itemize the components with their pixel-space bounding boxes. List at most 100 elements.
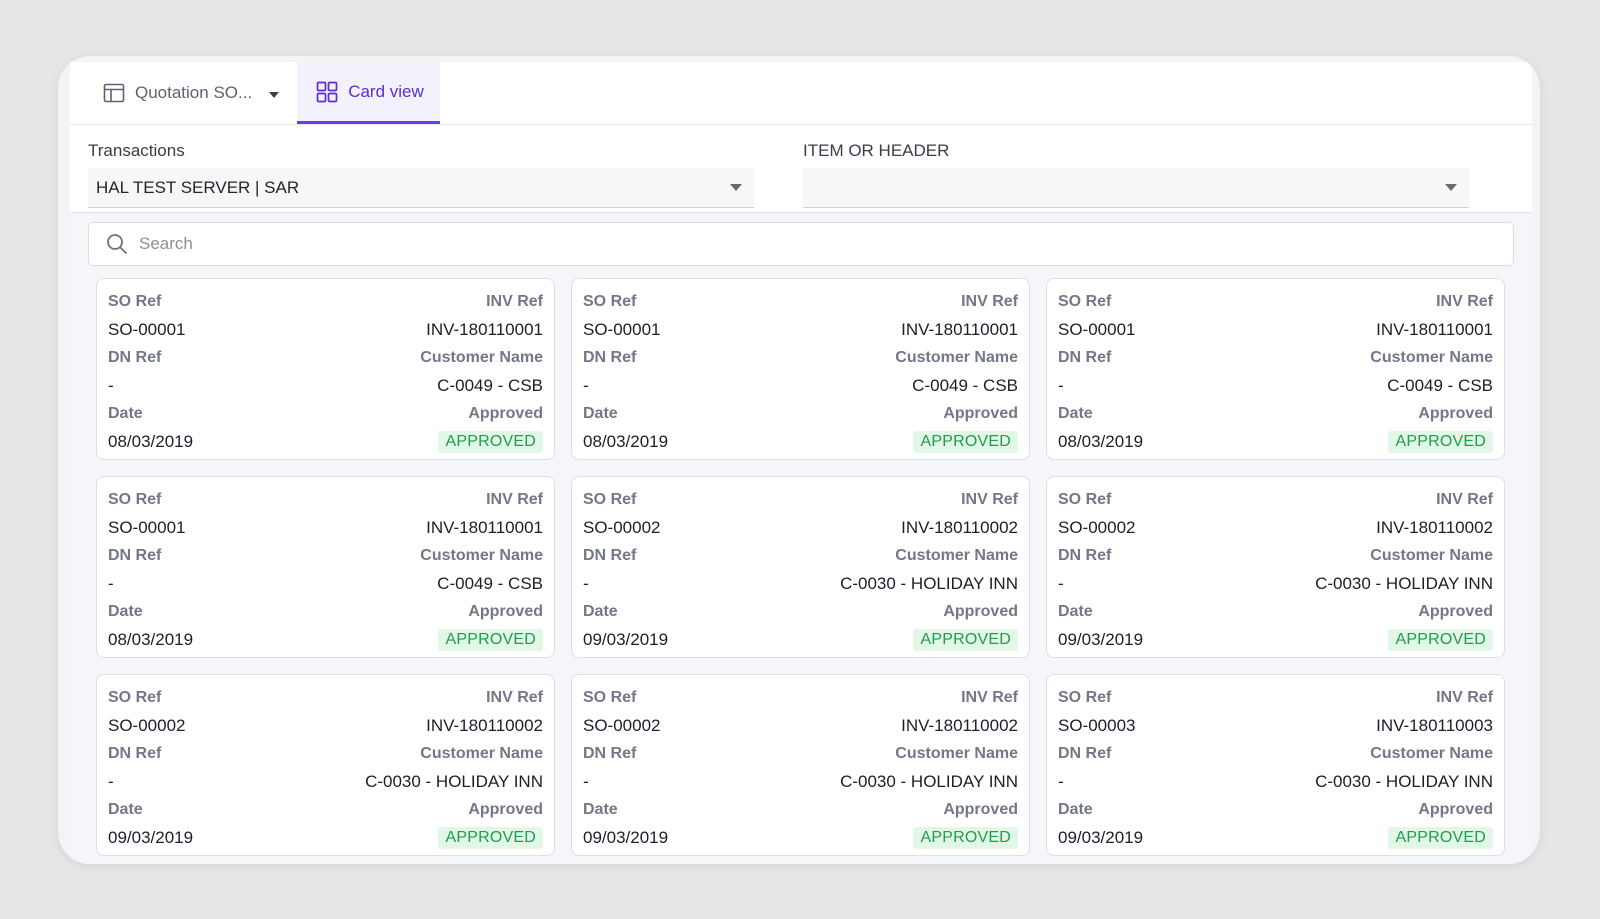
customer-name-label: Customer Name	[1370, 348, 1493, 366]
customer-name-label: Customer Name	[1370, 744, 1493, 762]
so-ref-value: SO-00001	[108, 319, 186, 339]
dn-ref-value: -	[583, 573, 589, 593]
inv-ref-value: INV-180110001	[1376, 319, 1493, 339]
approved-label: Approved	[943, 602, 1018, 620]
status-badge: APPROVED	[1388, 628, 1493, 651]
dn-ref-label: DN Ref	[583, 348, 637, 366]
dn-ref-label: DN Ref	[583, 546, 637, 564]
search-box[interactable]	[88, 222, 1514, 266]
so-ref-label: SO Ref	[1058, 490, 1112, 508]
dn-ref-value: -	[583, 771, 589, 791]
customer-name-value: C-0049 - CSB	[437, 573, 543, 593]
dn-ref-value: -	[108, 375, 114, 395]
record-card[interactable]: SO Ref INV Ref SO-00002 INV-180110002 DN…	[96, 674, 555, 856]
customer-name-label: Customer Name	[420, 546, 543, 564]
so-ref-value: SO-00003	[1058, 715, 1136, 735]
dn-ref-label: DN Ref	[108, 744, 162, 762]
item-or-header-select[interactable]	[803, 168, 1469, 208]
dn-ref-value: -	[1058, 771, 1064, 791]
inv-ref-label: INV Ref	[486, 688, 543, 706]
so-ref-label: SO Ref	[1058, 292, 1112, 310]
customer-name-value: C-0049 - CSB	[437, 375, 543, 395]
dropdown-arrow-icon	[730, 184, 742, 191]
grid-icon	[315, 80, 339, 104]
record-card[interactable]: SO Ref INV Ref SO-00001 INV-180110001 DN…	[96, 476, 555, 658]
app-window: Quotation SO... Card view Transactions	[58, 56, 1540, 864]
approved-label: Approved	[943, 800, 1018, 818]
status-badge: APPROVED	[1388, 430, 1493, 453]
inv-ref-value: INV-180110001	[426, 319, 543, 339]
date-value: 08/03/2019	[1058, 431, 1144, 451]
customer-name-value: C-0049 - CSB	[1387, 375, 1493, 395]
transactions-value: HAL TEST SERVER | SAR	[96, 177, 300, 197]
dn-ref-value: -	[1058, 375, 1064, 395]
search-input[interactable]	[139, 234, 1439, 254]
tab-card-view[interactable]: Card view	[297, 62, 440, 124]
inv-ref-label: INV Ref	[961, 490, 1018, 508]
approved-label: Approved	[468, 800, 543, 818]
date-value: 09/03/2019	[108, 827, 194, 847]
transactions-select[interactable]: HAL TEST SERVER | SAR	[88, 168, 754, 208]
customer-name-value: C-0030 - HOLIDAY INN	[840, 771, 1018, 791]
so-ref-value: SO-00001	[583, 319, 661, 339]
inv-ref-label: INV Ref	[1436, 292, 1493, 310]
customer-name-value: C-0030 - HOLIDAY INN	[1315, 771, 1493, 791]
record-card[interactable]: SO Ref INV Ref SO-00002 INV-180110002 DN…	[571, 476, 1030, 658]
approved-label: Approved	[1418, 602, 1493, 620]
chevron-down-icon[interactable]	[269, 92, 280, 98]
so-ref-label: SO Ref	[108, 688, 162, 706]
main-panel: Quotation SO... Card view Transactions	[70, 62, 1532, 864]
customer-name-label: Customer Name	[1370, 546, 1493, 564]
record-card[interactable]: SO Ref INV Ref SO-00001 INV-180110001 DN…	[96, 278, 555, 460]
date-label: Date	[108, 602, 143, 620]
approved-label: Approved	[1418, 800, 1493, 818]
transactions-filter: Transactions HAL TEST SERVER | SAR	[88, 140, 754, 208]
status-badge: APPROVED	[913, 430, 1018, 453]
inv-ref-label: INV Ref	[1436, 490, 1493, 508]
dn-ref-label: DN Ref	[1058, 744, 1112, 762]
date-label: Date	[1058, 800, 1093, 818]
table-icon	[102, 81, 126, 105]
record-card[interactable]: SO Ref INV Ref SO-00001 INV-180110001 DN…	[1046, 278, 1505, 460]
dn-ref-label: DN Ref	[1058, 348, 1112, 366]
customer-name-label: Customer Name	[420, 348, 543, 366]
inv-ref-label: INV Ref	[961, 292, 1018, 310]
customer-name-label: Customer Name	[895, 546, 1018, 564]
date-value: 09/03/2019	[583, 827, 669, 847]
customer-name-label: Customer Name	[420, 744, 543, 762]
dn-ref-value: -	[583, 375, 589, 395]
so-ref-value: SO-00002	[583, 517, 661, 537]
date-value: 08/03/2019	[583, 431, 669, 451]
view-tabs: Quotation SO... Card view	[70, 62, 1532, 125]
so-ref-value: SO-00002	[583, 715, 661, 735]
so-ref-value: SO-00002	[108, 715, 186, 735]
record-card[interactable]: SO Ref INV Ref SO-00002 INV-180110002 DN…	[1046, 476, 1505, 658]
customer-name-value: C-0030 - HOLIDAY INN	[840, 573, 1018, 593]
record-card[interactable]: SO Ref INV Ref SO-00003 INV-180110003 DN…	[1046, 674, 1505, 856]
record-card[interactable]: SO Ref INV Ref SO-00001 INV-180110001 DN…	[571, 278, 1030, 460]
item-or-header-filter: ITEM OR HEADER	[803, 140, 1469, 208]
date-value: 08/03/2019	[108, 431, 194, 451]
dn-ref-label: DN Ref	[108, 348, 162, 366]
so-ref-label: SO Ref	[583, 688, 637, 706]
date-label: Date	[583, 602, 618, 620]
so-ref-label: SO Ref	[583, 490, 637, 508]
item-or-header-label: ITEM OR HEADER	[803, 141, 950, 160]
so-ref-value: SO-00001	[1058, 319, 1136, 339]
search-icon	[105, 232, 129, 256]
date-value: 08/03/2019	[108, 629, 194, 649]
status-badge: APPROVED	[438, 628, 543, 651]
so-ref-value: SO-00001	[108, 517, 186, 537]
inv-ref-value: INV-180110002	[901, 715, 1018, 735]
customer-name-value: C-0049 - CSB	[912, 375, 1018, 395]
tab-quotation-so[interactable]: Quotation SO...	[88, 62, 297, 124]
inv-ref-value: INV-180110003	[1376, 715, 1493, 735]
dn-ref-label: DN Ref	[583, 744, 637, 762]
date-label: Date	[583, 404, 618, 422]
transactions-label: Transactions	[88, 141, 185, 160]
so-ref-value: SO-00002	[1058, 517, 1136, 537]
date-value: 09/03/2019	[583, 629, 669, 649]
approved-label: Approved	[1418, 404, 1493, 422]
record-card[interactable]: SO Ref INV Ref SO-00002 INV-180110002 DN…	[571, 674, 1030, 856]
inv-ref-value: INV-180110002	[426, 715, 543, 735]
